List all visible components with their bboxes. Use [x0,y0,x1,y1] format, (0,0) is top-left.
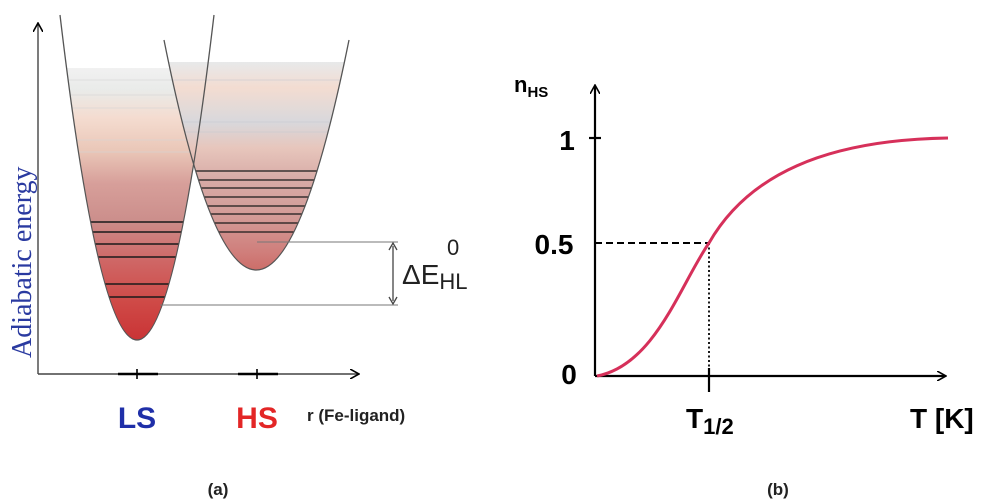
panel-a: ΔEHL 0 Adiabatic energy LS HS r (Fe-liga… [7,14,468,499]
ls-label: LS [118,402,156,435]
tick-label-0-5: 0.5 [535,229,574,260]
tick-label-0: 0 [561,359,577,390]
ls-potential-curve [59,14,215,341]
panel-b: nHS 1 0.5 0 T1/2 T [K] (b) [514,72,974,499]
panel-b-x-axis-label: T [K] [910,403,974,434]
panel-a-caption: (a) [208,480,229,499]
energy-gap-label: ΔEHL [402,259,468,294]
tick-label-1: 1 [559,125,575,156]
hs-potential-curve [163,39,350,271]
t-half-label: T1/2 [686,403,734,439]
panel-b-y-axis-label: nHS [514,72,548,101]
panel-a-x-axis-label: r (Fe-ligand) [307,406,405,425]
hs-fraction-curve [596,136,949,378]
energy-gap-arrow-down [388,296,398,306]
energy-gap-arrow-up [388,241,398,251]
panel-b-caption: (b) [767,480,789,499]
hs-label: HS [236,402,278,435]
panel-a-y-axis-label: Adiabatic energy [7,166,38,358]
energy-gap-superscript: 0 [447,235,459,260]
